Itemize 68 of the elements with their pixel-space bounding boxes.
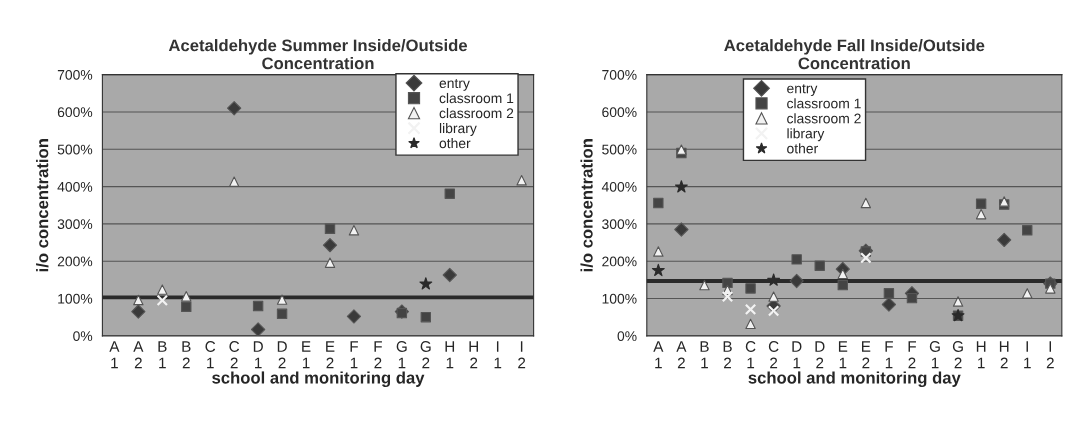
y-tick-label: 400% <box>601 181 637 192</box>
x-tick-label: B 1 <box>158 341 167 369</box>
x-tick-label: I 2 <box>1046 341 1054 369</box>
y-axis-title: i/o concentration <box>36 139 49 272</box>
x-tick-label: E 2 <box>326 341 335 369</box>
legend-label: other <box>787 143 818 154</box>
x-tick-label: B 2 <box>723 341 732 369</box>
y-tick-label: 100% <box>602 293 637 304</box>
y-tick-label: 200% <box>57 256 93 267</box>
y-axis-title: i/o concentration <box>580 139 593 272</box>
legend-label: entry <box>787 84 818 97</box>
x-tick-label: A 1 <box>653 341 664 369</box>
x-tick-label: H 2 <box>999 341 1009 369</box>
legend-label: library <box>439 123 477 136</box>
x-tick-label: H 1 <box>445 341 455 369</box>
y-tick-label: 600% <box>57 107 93 118</box>
y-tick-label: 400% <box>57 181 93 192</box>
y-tick-label: 600% <box>602 107 637 118</box>
y-tick-label: 700% <box>602 69 637 80</box>
x-tick-label: H 2 <box>469 341 478 369</box>
y-tick-label: 500% <box>602 144 637 155</box>
x-tick-label: A 2 <box>133 341 144 369</box>
x-tick-label: D 1 <box>253 341 263 369</box>
x-tick-label: C 2 <box>229 341 240 369</box>
legend-label: classroom 1 <box>787 98 861 109</box>
x-tick-label: F 2 <box>908 341 917 369</box>
x-tick-label: D 2 <box>815 341 825 369</box>
x-tick-label: E 1 <box>302 341 311 369</box>
x-tick-label: E 2 <box>862 341 871 369</box>
chart-title: Acetaldehyde Fall Inside/Outside Concentration <box>724 39 985 70</box>
x-tick-label: E 1 <box>838 341 848 369</box>
x-tick-label: B 2 <box>182 341 191 369</box>
legend-label: classroom 2 <box>439 107 514 119</box>
x-tick-label: A 2 <box>676 341 687 369</box>
legend-label: classroom 1 <box>439 92 514 104</box>
y-tick-label: 200% <box>602 256 637 267</box>
y-tick-label: 100% <box>58 293 93 304</box>
x-tick-label: D 1 <box>792 341 802 369</box>
x-tick-label: G 2 <box>952 341 963 369</box>
x-tick-label: B 1 <box>700 341 709 369</box>
legend-label: library <box>787 128 825 142</box>
y-tick-label: 0% <box>73 331 93 341</box>
x-tick-label: G 1 <box>396 341 407 369</box>
x-tick-label: C 2 <box>768 341 779 369</box>
x-axis-title: school and monitoring day <box>748 371 961 387</box>
x-tick-label: F 1 <box>350 341 358 369</box>
x-tick-label: F 2 <box>374 341 382 369</box>
x-tick-label: I 1 <box>494 341 502 369</box>
x-tick-label: G 1 <box>929 341 940 369</box>
legend-label: classroom 2 <box>787 113 861 124</box>
y-tick-label: 500% <box>57 144 93 155</box>
x-tick-label: G 2 <box>420 341 431 369</box>
x-axis-title: school and monitoring day <box>212 371 425 387</box>
y-tick-label: 700% <box>57 69 93 80</box>
x-tick-label: I 2 <box>518 341 526 369</box>
x-tick-label: C 1 <box>205 341 216 369</box>
x-tick-label: H 1 <box>976 341 986 369</box>
y-tick-label: 300% <box>602 219 637 230</box>
legend-label: entry <box>439 78 470 91</box>
legend-label: other <box>439 138 471 149</box>
y-tick-label: 0% <box>617 331 637 341</box>
x-tick-label: C 1 <box>745 341 756 369</box>
x-tick-label: A 1 <box>109 341 120 369</box>
x-tick-label: F 1 <box>885 341 893 369</box>
x-tick-label: I 1 <box>1024 341 1031 369</box>
chart-title: Acetaldehyde Summer Inside/Outside Concentration <box>168 39 468 70</box>
y-tick-label: 300% <box>57 219 93 230</box>
x-tick-label: D 2 <box>277 341 287 369</box>
